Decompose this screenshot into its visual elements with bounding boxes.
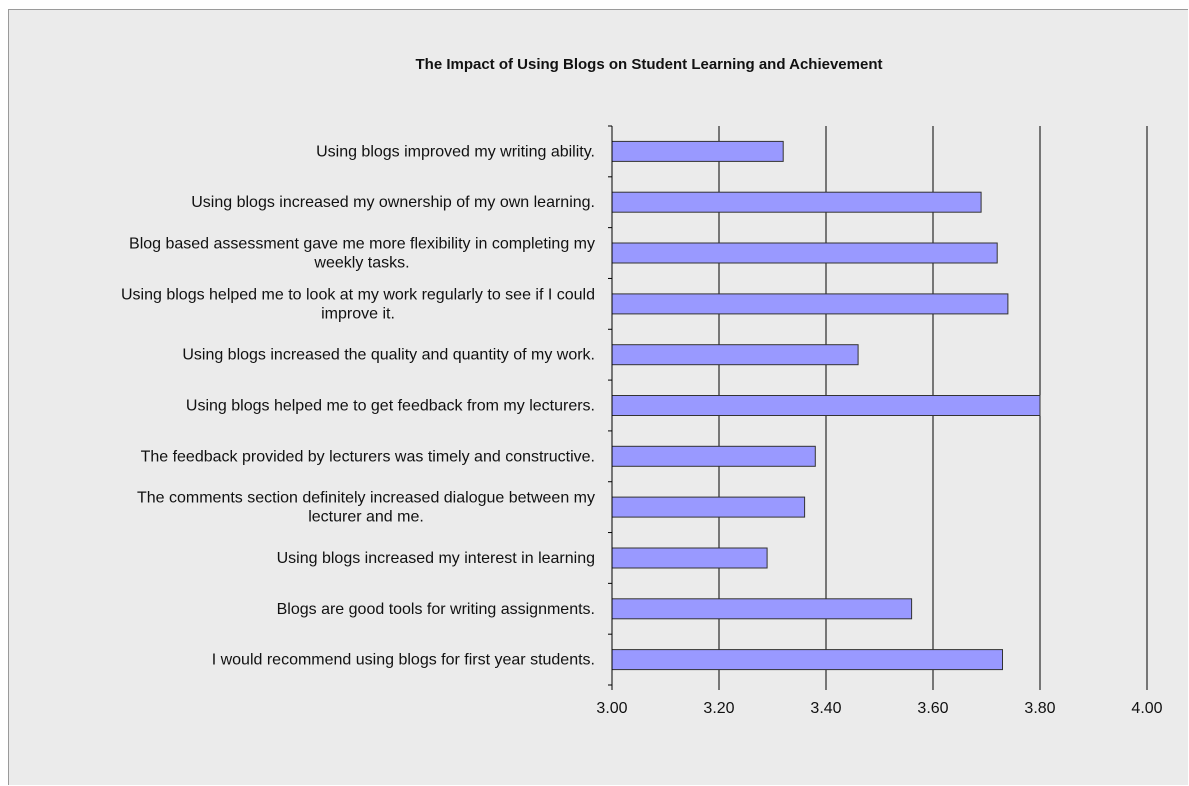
- x-tick-label: 3.20: [703, 700, 734, 717]
- category-label: The comments section definitely increase…: [137, 490, 595, 507]
- bar: [611, 140, 784, 162]
- category-label: Using blogs improved my writing ability.: [316, 143, 595, 160]
- chart-area: The Impact of Using Blogs on Student Lea…: [8, 9, 1188, 785]
- chart-title: The Impact of Using Blogs on Student Lea…: [416, 56, 883, 73]
- category-label: The feedback provided by lecturers was t…: [141, 448, 595, 465]
- axes: [608, 125, 1148, 690]
- category-label: lecturer and me.: [308, 509, 424, 526]
- x-tick-label: 3.80: [1024, 700, 1055, 717]
- category-label: Using blogs increased the quality and qu…: [182, 347, 595, 364]
- category-label: Blogs are good tools for writing assignm…: [277, 601, 595, 618]
- category-labels: Using blogs improved my writing ability.…: [121, 143, 595, 668]
- bar: [611, 191, 982, 213]
- x-tick-label: 3.40: [810, 700, 841, 717]
- category-label: improve it.: [321, 305, 395, 322]
- category-label: Using blogs helped me to look at my work…: [121, 286, 595, 303]
- bar: [611, 496, 806, 518]
- x-tick-label: 3.60: [917, 700, 948, 717]
- bar: [611, 242, 998, 264]
- bar: [611, 395, 1041, 416]
- bar: [611, 445, 816, 467]
- category-label: Blog based assessment gave me more flexi…: [129, 236, 595, 253]
- category-label: Using blogs increased my ownership of my…: [191, 194, 595, 211]
- bar-chart: The Impact of Using Blogs on Student Lea…: [121, 56, 1163, 717]
- bars: [611, 140, 1041, 671]
- category-label: Using blogs increased my interest in lea…: [277, 550, 595, 567]
- category-label: I would recommend using blogs for first …: [212, 652, 595, 669]
- bar: [611, 649, 1003, 671]
- bar: [611, 344, 859, 366]
- bar: [611, 293, 1009, 315]
- bar: [611, 547, 768, 569]
- x-tick-label: 4.00: [1131, 700, 1162, 717]
- bar: [611, 598, 913, 620]
- x-tick-label: 3.00: [596, 700, 627, 717]
- category-label: weekly tasks.: [313, 255, 409, 272]
- x-tick-labels: 3.00 3.20 3.40 3.60 3.80 4.00: [596, 700, 1162, 717]
- category-label: Using blogs helped me to get feedback fr…: [186, 398, 595, 415]
